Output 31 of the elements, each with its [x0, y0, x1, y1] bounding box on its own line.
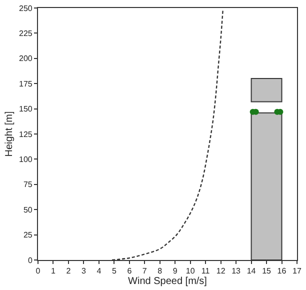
x-tick-label: 16	[277, 266, 287, 276]
x-tick-label: 7	[142, 266, 148, 276]
x-tick-label: 13	[232, 266, 242, 276]
y-tick-label: 125	[19, 130, 33, 139]
x-tick-label: 1	[51, 266, 56, 276]
x-tick-label: 6	[127, 266, 132, 276]
x-tick-label: 11	[201, 266, 210, 276]
y-tick-label: 75	[23, 180, 33, 190]
x-tick-label: 10	[186, 266, 196, 276]
x-tick-label: 2	[66, 266, 72, 276]
x-tick-label: 14	[246, 266, 256, 276]
y-tick-label: 200	[19, 54, 33, 64]
y-tick-label: 50	[23, 205, 33, 214]
y-tick-label: 150	[19, 104, 33, 114]
x-axis-title: Wind Speed [m/s]	[128, 276, 208, 288]
y-tick-label: 25	[23, 230, 33, 240]
x-tick-label: 12	[216, 266, 226, 276]
x-tick-label: 15	[262, 266, 272, 276]
x-tick-label: 3	[81, 266, 86, 276]
x-tick-label: 5	[112, 266, 117, 276]
y-tick-label: 225	[19, 29, 33, 38]
y-axis-title: Height [m]	[4, 110, 16, 157]
y-tick-label: 100	[19, 155, 33, 164]
x-tick-label: 8	[158, 266, 163, 276]
y-tick-label: 0	[28, 256, 33, 265]
x-tick-label: 17	[292, 266, 302, 276]
x-tick-label: 4	[96, 266, 102, 276]
x-tick-label: 9	[172, 266, 178, 276]
y-tick-label: 250	[19, 4, 33, 13]
x-tick-label: 0	[36, 266, 41, 276]
y-tick-label: 175	[19, 79, 33, 88]
